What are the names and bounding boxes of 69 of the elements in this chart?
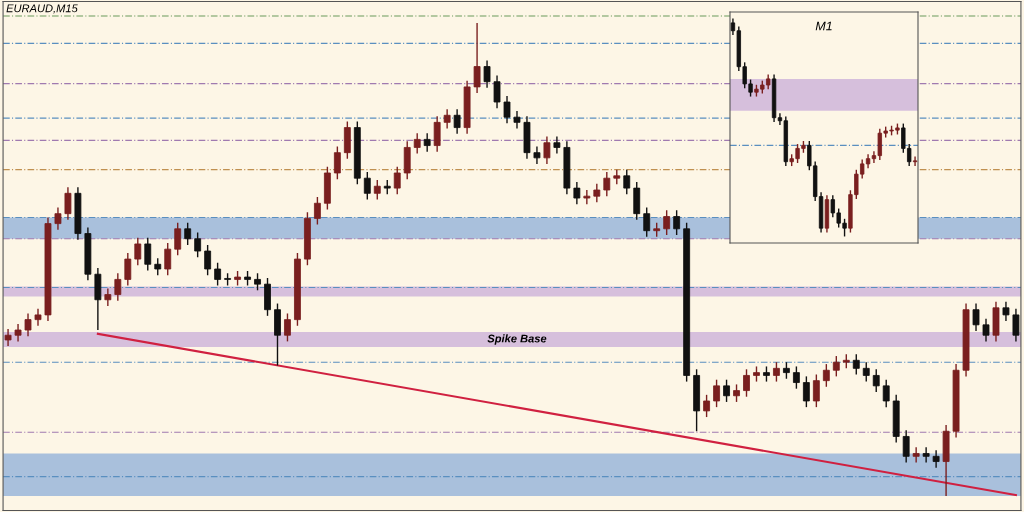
candlestick	[792, 365, 800, 390]
candlestick	[503, 95, 511, 125]
candlestick	[643, 206, 651, 238]
candlestick	[413, 132, 421, 155]
candlestick	[663, 209, 671, 236]
candlestick	[134, 237, 142, 266]
candlestick	[493, 74, 501, 109]
candlestick	[593, 183, 601, 204]
candlestick	[204, 244, 212, 276]
candlestick	[473, 22, 481, 94]
candlestick	[972, 302, 980, 332]
candlestick	[483, 59, 491, 89]
candlestick	[822, 363, 830, 388]
candlestick	[573, 181, 581, 205]
candlestick	[533, 145, 541, 165]
candlestick	[802, 375, 810, 408]
candlestick	[773, 361, 780, 383]
candlestick	[333, 145, 341, 180]
candlestick	[513, 110, 521, 130]
candlestick	[812, 373, 820, 408]
candlestick	[423, 132, 431, 153]
candlestick	[24, 312, 32, 337]
candlestick	[583, 189, 591, 205]
candlestick	[623, 168, 631, 195]
candlestick	[1002, 300, 1010, 322]
candlestick	[363, 171, 371, 201]
candlestick	[673, 209, 681, 236]
candlestick	[922, 446, 930, 464]
candlestick	[553, 135, 561, 155]
band-label: Spike Base	[487, 334, 547, 345]
candlestick	[194, 231, 202, 258]
candlestick	[723, 379, 730, 403]
candlestick	[743, 368, 750, 398]
candlestick	[912, 155, 918, 167]
candlestick	[433, 115, 441, 153]
candlestick	[284, 312, 291, 343]
candlestick	[393, 166, 401, 195]
candlestick	[902, 429, 910, 464]
candlestick	[124, 252, 132, 287]
candlestick	[862, 361, 870, 383]
candlestick	[314, 196, 321, 226]
candlestick	[872, 368, 880, 393]
candlestick	[4, 328, 12, 347]
candlestick	[64, 186, 72, 221]
candlestick	[832, 355, 840, 378]
candlestick	[174, 221, 182, 256]
candlestick	[184, 221, 192, 246]
candlestick	[852, 353, 860, 376]
candlestick	[713, 379, 720, 408]
candlestick	[373, 179, 381, 201]
candlestick	[703, 394, 710, 418]
candlestick	[453, 108, 461, 135]
candlestick	[912, 446, 920, 464]
candlestick	[882, 379, 890, 408]
candlestick	[104, 287, 112, 307]
candlestick	[34, 308, 42, 327]
candlestick	[543, 135, 551, 165]
candlestick	[443, 108, 451, 130]
candlestick	[932, 449, 940, 469]
candlestick	[1012, 308, 1020, 343]
chart-title: EURAUD,M15	[6, 4, 78, 14]
candlestick	[54, 206, 62, 231]
candlestick	[144, 237, 152, 272]
candlestick	[603, 171, 611, 197]
candlestick	[164, 242, 172, 276]
candlestick	[114, 272, 122, 302]
candlestick	[982, 317, 990, 343]
candlestick	[214, 262, 222, 287]
chart-title: M1	[815, 21, 832, 31]
